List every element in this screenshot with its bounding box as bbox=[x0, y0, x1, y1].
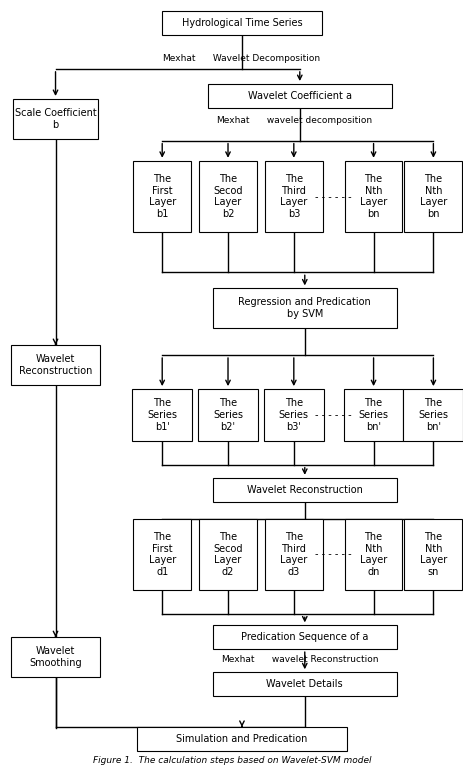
Text: The
Secod
Layer
b2: The Secod Layer b2 bbox=[213, 174, 242, 219]
Bar bbox=[133, 518, 191, 591]
Bar bbox=[264, 518, 322, 591]
Bar bbox=[199, 518, 257, 591]
Text: - - - - - -: - - - - - - bbox=[315, 410, 351, 420]
Text: The
Series
b1': The Series b1' bbox=[147, 399, 177, 432]
Bar bbox=[198, 389, 257, 441]
Text: - - - - - -: - - - - - - bbox=[315, 191, 351, 201]
Bar bbox=[403, 389, 463, 441]
Text: The
Series
bn': The Series bn' bbox=[418, 399, 447, 432]
Text: Scale Coefficient
b: Scale Coefficient b bbox=[15, 108, 96, 130]
Text: Wavelet Reconstruction: Wavelet Reconstruction bbox=[246, 485, 362, 495]
Bar bbox=[207, 84, 391, 108]
Text: - - - - - -: - - - - - - bbox=[315, 549, 351, 560]
Text: Hydrological Time Series: Hydrological Time Series bbox=[181, 18, 301, 28]
Bar bbox=[404, 518, 461, 591]
Bar bbox=[344, 518, 401, 591]
Text: Wavelet Decomposition: Wavelet Decomposition bbox=[210, 55, 319, 64]
Bar bbox=[343, 389, 403, 441]
Text: The
Series
bn': The Series bn' bbox=[358, 399, 388, 432]
Text: Wavelet Details: Wavelet Details bbox=[266, 679, 342, 689]
Text: The
Secod
Layer
d2: The Secod Layer d2 bbox=[213, 532, 242, 577]
Text: The
First
Layer
b1: The First Layer b1 bbox=[148, 174, 175, 219]
Text: The
Nth
Layer
dn: The Nth Layer dn bbox=[359, 532, 386, 577]
Text: Mexhat: Mexhat bbox=[162, 55, 196, 64]
Bar bbox=[133, 161, 191, 233]
Text: Wavelet
Smoothing: Wavelet Smoothing bbox=[29, 647, 81, 668]
Bar bbox=[404, 161, 461, 233]
Text: The
Series
b2': The Series b2' bbox=[213, 399, 243, 432]
Bar bbox=[11, 345, 100, 385]
Bar bbox=[212, 672, 396, 696]
Bar bbox=[162, 11, 321, 35]
Text: Figure 1.  The calculation steps based on Wavelet-SVM model: Figure 1. The calculation steps based on… bbox=[93, 756, 370, 765]
Text: The
Third
Layer
d3: The Third Layer d3 bbox=[280, 532, 307, 577]
Bar bbox=[137, 727, 346, 751]
Bar bbox=[132, 389, 192, 441]
Text: The
First
Layer
d1: The First Layer d1 bbox=[148, 532, 175, 577]
Text: Regression and Predication
by SVM: Regression and Predication by SVM bbox=[238, 297, 370, 319]
Text: wavelet decomposition: wavelet decomposition bbox=[263, 116, 371, 125]
Text: The
Third
Layer
b3: The Third Layer b3 bbox=[280, 174, 307, 219]
Bar bbox=[344, 161, 401, 233]
Bar bbox=[11, 637, 100, 677]
Text: Simulation and Predication: Simulation and Predication bbox=[176, 734, 307, 744]
Text: Mexhat: Mexhat bbox=[216, 116, 250, 125]
Text: The
Nth
Layer
sn: The Nth Layer sn bbox=[419, 532, 446, 577]
Bar bbox=[264, 161, 322, 233]
Text: The
Nth
Layer
bn: The Nth Layer bn bbox=[419, 174, 446, 219]
Text: wavelet Reconstruction: wavelet Reconstruction bbox=[269, 654, 377, 664]
Bar bbox=[212, 288, 396, 328]
Bar bbox=[13, 99, 98, 139]
Bar bbox=[212, 625, 396, 649]
Text: The
Nth
Layer
bn: The Nth Layer bn bbox=[359, 174, 386, 219]
Text: Wavelet Coefficient a: Wavelet Coefficient a bbox=[247, 91, 351, 101]
Text: Predication Sequence of a: Predication Sequence of a bbox=[241, 632, 368, 642]
Text: The
Series
b3': The Series b3' bbox=[278, 399, 308, 432]
Bar bbox=[199, 161, 257, 233]
Text: Wavelet
Reconstruction: Wavelet Reconstruction bbox=[19, 354, 92, 376]
Bar bbox=[212, 478, 396, 502]
Text: Mexhat: Mexhat bbox=[221, 654, 254, 664]
Bar bbox=[263, 389, 323, 441]
